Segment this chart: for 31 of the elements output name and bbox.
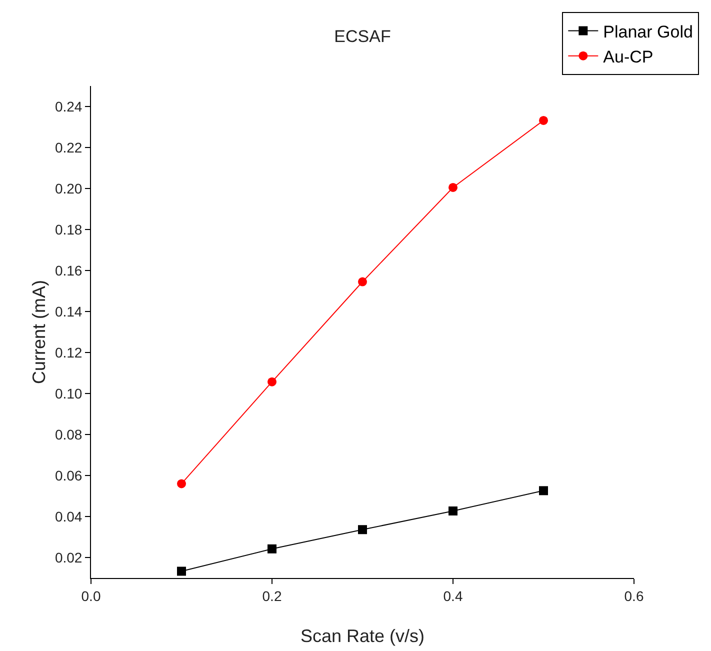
x-tick-label: 0.0 xyxy=(81,588,101,604)
y-tick-label: 0.06 xyxy=(54,467,82,484)
x-tick-label: 0.4 xyxy=(443,588,463,604)
point xyxy=(448,506,458,516)
y-tick-label: 0.14 xyxy=(54,303,82,320)
point xyxy=(268,544,276,554)
legend-label: Au-CP xyxy=(603,47,654,66)
y-tick-label: 0.08 xyxy=(54,426,82,442)
point xyxy=(358,525,367,534)
y-tick-label: 0.20 xyxy=(54,180,82,196)
y-tick-label: 0.10 xyxy=(54,385,82,402)
point xyxy=(448,182,458,192)
x-axis-title: Scan Rate (v/s) xyxy=(300,626,425,646)
chart-title: ECSAF xyxy=(334,26,391,46)
y-tick-label: 0.24 xyxy=(54,98,82,114)
point xyxy=(358,277,367,286)
y-axis-title: Current (mA) xyxy=(29,280,49,384)
legend-label: Planar Gold xyxy=(603,22,693,42)
point xyxy=(177,566,186,576)
y-tick-label: 0.16 xyxy=(54,262,82,278)
point xyxy=(539,486,548,496)
y-tick-label: 0.02 xyxy=(54,549,82,566)
x-tick-label: 0.6 xyxy=(624,588,644,604)
y-tick-label: 0.12 xyxy=(54,344,82,360)
point xyxy=(539,116,548,125)
y-tick-label: 0.18 xyxy=(54,221,82,238)
point xyxy=(268,377,276,386)
point xyxy=(177,479,186,488)
y-tick-label: 0.04 xyxy=(54,508,82,524)
y-tick-label: 0.22 xyxy=(54,139,82,156)
x-tick-label: 0.2 xyxy=(262,588,282,604)
